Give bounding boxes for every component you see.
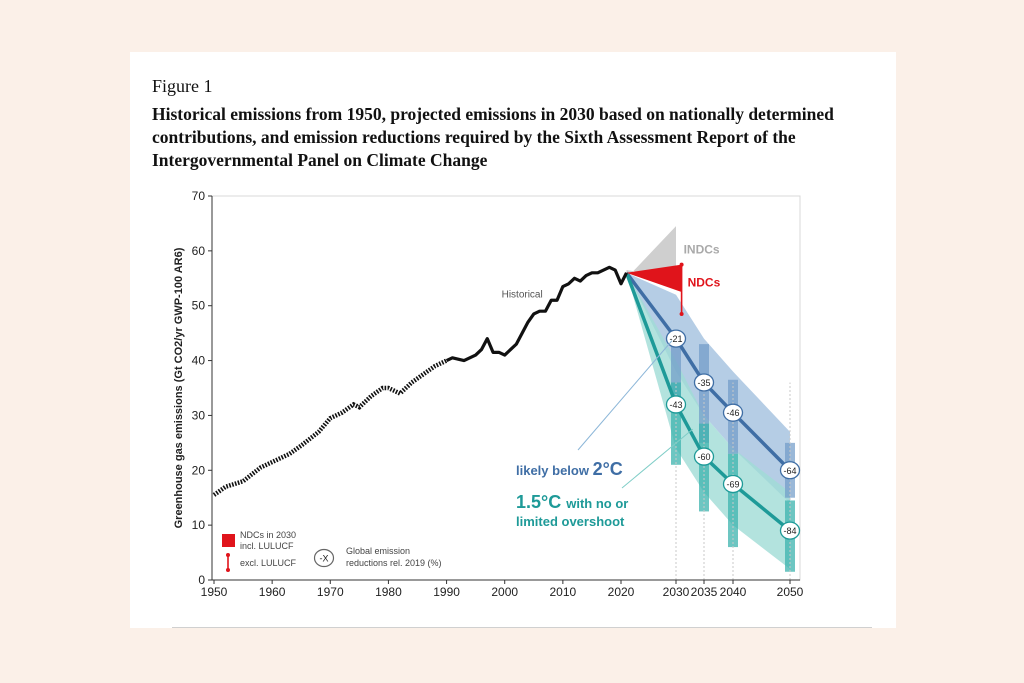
y-tick-label-40: 40 (192, 354, 206, 368)
reduction-label-2c-2030: -21 (669, 334, 682, 344)
x-tick-label-2030: 2030 (663, 585, 690, 599)
bottom-divider (172, 627, 872, 628)
x-tick-label-1960: 1960 (259, 585, 286, 599)
legend-ndc-excl-bottom (226, 568, 230, 572)
label-15c: 1.5°C with no or (516, 492, 628, 512)
indc-band (626, 226, 676, 279)
reduction-marker-15c-2040 (722, 474, 744, 494)
range-bar-2c-2035 (699, 344, 709, 443)
reduction-marker-2c-2030 (665, 329, 687, 348)
y-tick-label-50: 50 (192, 299, 206, 313)
range-bar-15c-2040 (728, 453, 738, 548)
reduction-label-15c-2030: -43 (669, 400, 682, 410)
legend-ndc-incl-line1: NDCs in 2030 (240, 530, 296, 540)
x-tick-label-2035: 2035 (691, 585, 718, 599)
historical-label: Historical (502, 289, 543, 300)
reduction-label-15c-2035: -60 (697, 452, 710, 462)
x-tick-label-1970: 1970 (317, 585, 344, 599)
y-tick-label-30: 30 (192, 408, 206, 422)
x-tick-label-2050: 2050 (777, 585, 804, 599)
figure-title: Historical emissions from 1950, projecte… (152, 104, 834, 170)
historical-line (445, 265, 628, 363)
legend-marker-line1: Global emission (346, 546, 410, 556)
pointer-2c (577, 340, 673, 451)
legend-marker-symbol: -X (320, 554, 329, 564)
x-tick-label-2040: 2040 (720, 585, 747, 599)
reduction-label-2c-2040: -46 (726, 408, 739, 418)
reduction-marker-2c-2040 (722, 403, 744, 422)
legend-marker-line2: reductions rel. 2019 (%) (346, 558, 442, 568)
legend-ndc-excl-label: excl. LULUCF (240, 558, 297, 568)
legend-marker-circle (313, 548, 335, 568)
legend-ndc-incl-line2: incl. LULUCF (240, 541, 294, 551)
reduction-marker-15c-2030 (665, 395, 687, 414)
range-bar-2c-2030 (671, 344, 681, 399)
reduction-label-15c-2050: -84 (783, 526, 796, 536)
reduction-label-2c-2035: -35 (697, 378, 710, 388)
x-tick-label-2000: 2000 (491, 585, 518, 599)
reduction-marker-15c-2050 (779, 521, 801, 540)
reduction-marker-2c-2050 (779, 461, 801, 480)
y-tick-label-70: 70 (192, 189, 206, 203)
ndc-wedge (626, 264, 682, 292)
x-tick-label-2020: 2020 (608, 585, 635, 599)
x-tick-label-2010: 2010 (550, 585, 577, 599)
indc-label: INDCs (684, 243, 720, 257)
label-2c: likely below 2°C (516, 459, 623, 479)
y-tick-label-20: 20 (192, 463, 206, 477)
reduction-marker-15c-2035 (693, 447, 715, 466)
historical-line-dotted (212, 358, 448, 497)
pointer-15c (621, 428, 694, 489)
ndc-errorbar-bottom (679, 311, 684, 316)
y-tick-label-0: 0 (198, 573, 205, 587)
y-axis-label: Greenhouse gas emissions (Gt CO2/yr GWP-… (173, 247, 185, 528)
x-tick-label-1980: 1980 (375, 585, 402, 599)
ndc-label: NDCs (688, 276, 721, 290)
reduction-marker-2c-2035 (693, 373, 715, 392)
label-15c-line2: limited overshoot (516, 514, 625, 529)
y-tick-label-60: 60 (192, 244, 206, 258)
reduction-label-15c-2040: -69 (726, 480, 739, 490)
legend-ndc-excl-top (226, 553, 230, 557)
y-tick-label-10: 10 (192, 518, 206, 532)
ndc-errorbar-top (679, 262, 684, 267)
x-tick-label-1990: 1990 (433, 585, 460, 599)
figure-label: Figure 1 (152, 76, 213, 96)
x-tick-label-1950: 1950 (201, 585, 228, 599)
reduction-label-2c-2050: -64 (783, 466, 796, 476)
legend-ndc-incl-swatch (222, 534, 235, 547)
